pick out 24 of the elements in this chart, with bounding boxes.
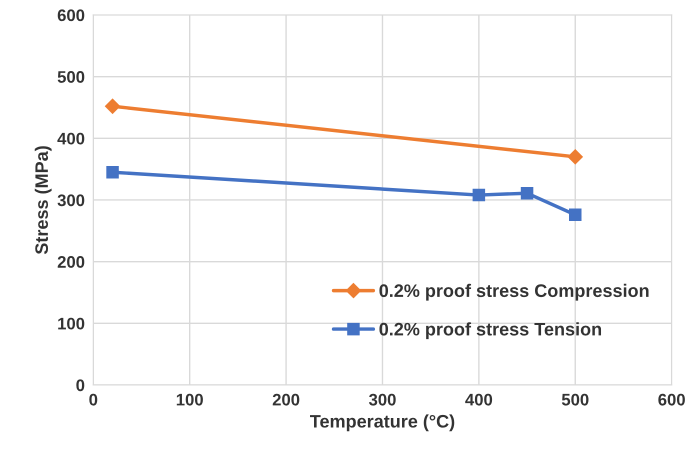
y-tick-label: 400 bbox=[57, 132, 84, 145]
point bbox=[472, 188, 486, 202]
point bbox=[106, 166, 119, 178]
x-tick-label: 200 bbox=[272, 394, 300, 406]
x-tick-label: 600 bbox=[658, 394, 685, 406]
point bbox=[569, 208, 582, 222]
legend-label: 0.2% proof stress Compression bbox=[379, 284, 649, 301]
x-tick-label: 100 bbox=[176, 394, 203, 406]
y-tick-label: 500 bbox=[58, 71, 84, 83]
y-tick-label: 0 bbox=[76, 379, 84, 392]
y-tick-label: 600 bbox=[58, 9, 84, 22]
y-axis-title: Stress (MPa) bbox=[34, 146, 52, 254]
x-tick-label: 400 bbox=[465, 394, 492, 406]
point bbox=[104, 98, 120, 114]
x-axis-title: Temperature (°C) bbox=[310, 414, 454, 432]
y-tick-label: 300 bbox=[58, 194, 84, 206]
y-tick-label: 100 bbox=[58, 318, 84, 330]
point bbox=[520, 186, 534, 200]
x-tick-label: 500 bbox=[562, 394, 588, 406]
y-tick-label: 200 bbox=[58, 256, 84, 268]
x-tick-label: 0 bbox=[89, 394, 98, 406]
point bbox=[568, 149, 583, 164]
legend-label: 0.2% proof stress Tension bbox=[379, 322, 602, 340]
x-tick-label: 300 bbox=[368, 394, 396, 406]
